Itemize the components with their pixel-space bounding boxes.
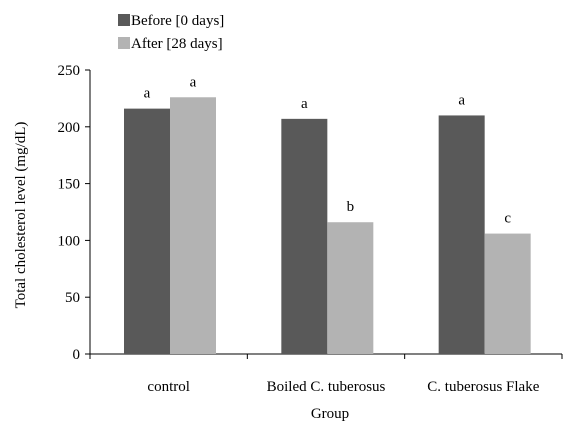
legend-label: Before [0 days] [131,13,224,29]
bar [281,118,328,355]
x-tick-label: Boiled C. tuberosus [267,379,386,395]
legend: Before [0 days] After [28 days] [118,13,224,52]
y-tick-label: 200 [58,120,81,136]
significance-labels: a a a a b c [144,74,512,226]
bars [124,97,531,355]
bar [327,222,374,354]
bar [124,108,170,355]
legend-swatch [118,37,130,49]
data-label: a [190,74,197,90]
data-label: a [301,96,308,112]
x-axis: control Boiled C. tuberosus C. tuberosus F… [89,353,563,395]
y-tick-label: 150 [58,177,81,193]
data-label: c [504,211,511,227]
y-tick-label: 100 [58,233,81,249]
data-label: b [347,199,355,215]
y-tick-label: 0 [73,347,81,363]
legend-label: After [28 days] [131,36,223,52]
x-tick-label: C. tuberosus Flake [427,379,539,395]
data-label: a [458,92,465,108]
y-tick-label: 50 [65,290,80,306]
bar [484,233,531,354]
bar [170,97,216,354]
legend-swatch [118,14,130,26]
x-axis-label: Group [311,406,349,421]
y-axis: 0 50 100 150 200 250 [58,63,91,363]
data-label: a [144,86,151,102]
y-tick-label: 250 [58,63,81,79]
x-tick-label: control [147,379,190,395]
bar [438,115,485,354]
y-axis-label: Total cholesterol level (mg/dL) [13,122,29,309]
